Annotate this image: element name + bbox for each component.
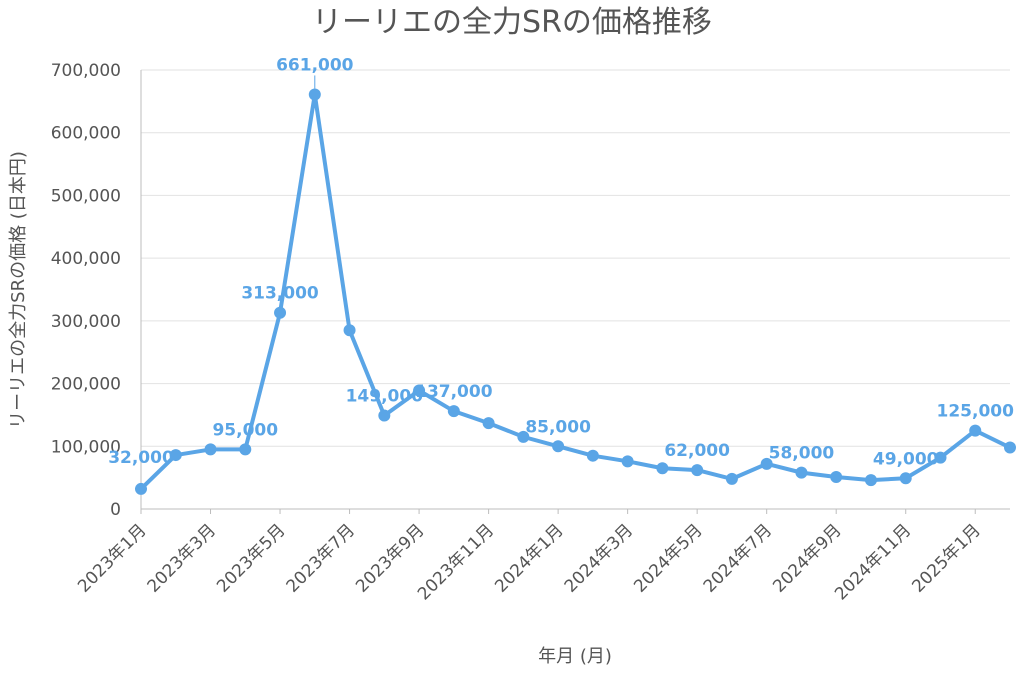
data-point xyxy=(552,440,565,453)
data-point xyxy=(517,430,530,443)
data-label: 125,000 xyxy=(937,402,1015,422)
y-tick-label: 400,000 xyxy=(51,249,121,269)
y-tick-label: 300,000 xyxy=(51,312,121,332)
data-point xyxy=(691,464,704,477)
x-tick-label: 2023年1月 xyxy=(74,520,150,596)
y-tick-label: 0 xyxy=(110,500,121,520)
x-tick-label: 2024年3月 xyxy=(561,520,637,596)
data-point xyxy=(274,306,287,319)
axes xyxy=(140,70,1010,510)
x-tick-label: 2024年7月 xyxy=(700,520,776,596)
data-point xyxy=(725,472,738,485)
data-label: 32,000 xyxy=(108,448,174,468)
data-labels: 32,000 95,000 313,000 661,000 149,000137,000… xyxy=(108,55,1014,469)
data-label: 58,000 xyxy=(769,444,835,464)
x-tick-label: 2024年9月 xyxy=(769,520,845,596)
y-tick-label: 600,000 xyxy=(51,124,121,144)
data-point xyxy=(760,457,773,470)
data-point xyxy=(239,443,252,456)
data-point xyxy=(830,471,843,484)
data-label: 62,000 xyxy=(664,441,730,461)
data-point xyxy=(308,88,321,101)
data-label: 149,000 xyxy=(346,387,424,407)
x-tick-label: 2023年5月 xyxy=(213,520,289,596)
chart-title: リーリエの全力SRの価格推移 xyxy=(312,5,712,40)
data-label: 49,000 xyxy=(873,449,939,469)
series-layer xyxy=(135,88,1016,495)
y-tick-label: 100,000 xyxy=(51,437,121,457)
data-point xyxy=(795,466,808,479)
data-point xyxy=(413,384,426,397)
y-tick-label: 200,000 xyxy=(51,375,121,395)
data-point xyxy=(204,443,217,456)
data-label: 313,000 xyxy=(241,284,319,304)
y-axis-ticks: 0 100,000 200,000 300,000 400,000 500,000 600,… xyxy=(51,61,121,520)
x-tick-label: 2023年9月 xyxy=(352,520,428,596)
data-point xyxy=(899,472,912,485)
data-point xyxy=(135,482,147,495)
data-point xyxy=(656,462,669,475)
x-axis-ticks: 2023年1月2023年3月2023年5月2023年7月2023年9月2023年… xyxy=(74,509,985,604)
data-point xyxy=(378,409,391,422)
data-point xyxy=(934,451,947,464)
x-tick-label: 2023年3月 xyxy=(144,520,220,596)
data-point xyxy=(969,424,982,437)
x-tick-label: 2025年1月 xyxy=(908,520,984,596)
data-point xyxy=(864,474,877,487)
data-label: 95,000 xyxy=(212,420,278,440)
y-axis-title: リーリエの全力SRの価格 (日本円) xyxy=(8,151,29,429)
x-axis-title: 年月 (月) xyxy=(538,646,612,667)
data-label: 137,000 xyxy=(415,382,493,402)
data-point xyxy=(586,449,599,462)
data-point xyxy=(169,449,182,462)
x-tick-label: 2024年5月 xyxy=(630,520,706,596)
data-point xyxy=(621,455,634,468)
data-label: 85,000 xyxy=(525,417,591,437)
y-tick-label: 700,000 xyxy=(51,61,121,81)
data-label: 661,000 xyxy=(276,55,354,75)
x-tick-label: 2024年1月 xyxy=(491,520,567,596)
data-point xyxy=(343,324,356,337)
gridlines xyxy=(141,69,1010,447)
data-point xyxy=(447,405,460,418)
x-tick-label: 2023年7月 xyxy=(283,520,359,596)
data-point xyxy=(1004,441,1016,454)
y-tick-label: 500,000 xyxy=(51,186,121,206)
data-point xyxy=(482,417,495,430)
